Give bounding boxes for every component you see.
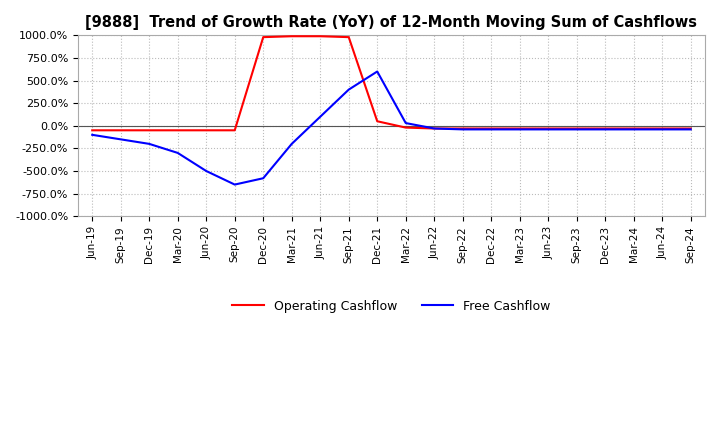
Operating Cashflow	[145, 128, 153, 133]
Operating Cashflow	[544, 126, 552, 131]
Operating Cashflow	[117, 128, 125, 133]
Free Cashflow	[658, 127, 667, 132]
Operating Cashflow	[402, 125, 410, 130]
Operating Cashflow	[88, 128, 96, 133]
Free Cashflow	[686, 127, 695, 132]
Free Cashflow	[287, 141, 296, 147]
Operating Cashflow	[459, 126, 467, 131]
Free Cashflow	[459, 127, 467, 132]
Operating Cashflow	[174, 128, 182, 133]
Free Cashflow	[430, 126, 438, 131]
Operating Cashflow	[202, 128, 210, 133]
Free Cashflow	[202, 169, 210, 174]
Legend: Operating Cashflow, Free Cashflow: Operating Cashflow, Free Cashflow	[228, 295, 556, 318]
Operating Cashflow	[487, 126, 495, 131]
Operating Cashflow	[373, 119, 382, 124]
Free Cashflow	[174, 150, 182, 156]
Operating Cashflow	[344, 34, 353, 40]
Operating Cashflow	[601, 126, 610, 131]
Free Cashflow	[259, 176, 268, 181]
Line: Free Cashflow: Free Cashflow	[92, 72, 690, 184]
Operating Cashflow	[658, 126, 667, 131]
Free Cashflow	[601, 127, 610, 132]
Free Cashflow	[629, 127, 638, 132]
Operating Cashflow	[516, 126, 524, 131]
Operating Cashflow	[629, 126, 638, 131]
Operating Cashflow	[287, 33, 296, 39]
Free Cashflow	[487, 127, 495, 132]
Free Cashflow	[544, 127, 552, 132]
Free Cashflow	[344, 87, 353, 92]
Free Cashflow	[88, 132, 96, 137]
Free Cashflow	[373, 69, 382, 74]
Free Cashflow	[516, 127, 524, 132]
Free Cashflow	[572, 127, 581, 132]
Title: [9888]  Trend of Growth Rate (YoY) of 12-Month Moving Sum of Cashflows: [9888] Trend of Growth Rate (YoY) of 12-…	[86, 15, 698, 30]
Operating Cashflow	[572, 126, 581, 131]
Free Cashflow	[117, 137, 125, 142]
Line: Operating Cashflow: Operating Cashflow	[92, 36, 690, 130]
Operating Cashflow	[259, 34, 268, 40]
Free Cashflow	[145, 141, 153, 147]
Free Cashflow	[230, 182, 239, 187]
Free Cashflow	[316, 114, 325, 119]
Free Cashflow	[402, 121, 410, 126]
Operating Cashflow	[686, 126, 695, 131]
Operating Cashflow	[430, 126, 438, 131]
Operating Cashflow	[230, 128, 239, 133]
Operating Cashflow	[316, 33, 325, 39]
